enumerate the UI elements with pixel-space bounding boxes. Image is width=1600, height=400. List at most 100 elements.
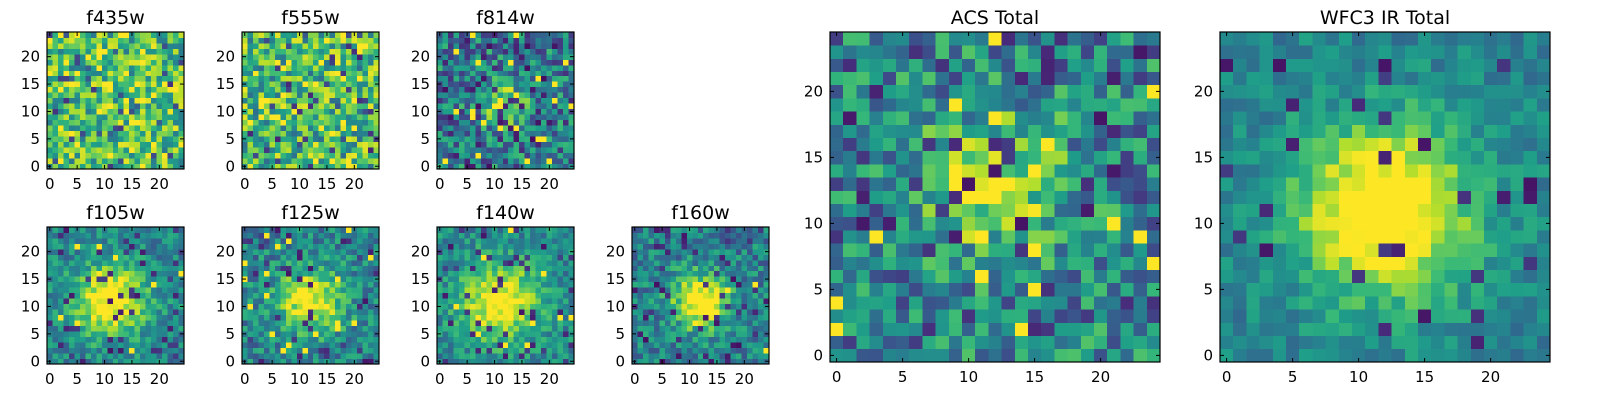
heatmap-cell (491, 237, 498, 244)
heatmap-cell (112, 158, 119, 164)
heatmap-cell (362, 298, 369, 305)
heatmap-cell (758, 248, 764, 255)
heatmap-cell (719, 270, 726, 277)
heatmap-cell (697, 314, 704, 321)
heatmap-cell (324, 303, 331, 310)
heatmap-cell (258, 259, 265, 266)
heatmap-cell (351, 147, 358, 153)
heatmap-cell (519, 141, 526, 148)
heatmap-cell (162, 303, 168, 310)
heatmap-cell (302, 136, 309, 142)
heatmap-cell (703, 342, 710, 348)
heatmap-cell (129, 147, 136, 153)
heatmap-cell (118, 227, 125, 233)
x-tick-label: 5 (72, 370, 82, 388)
heatmap-cell (335, 59, 342, 66)
heatmap-cell (541, 92, 547, 99)
heatmap-cell (747, 292, 753, 299)
heatmap-cell (632, 243, 638, 250)
heatmap-cell (85, 108, 92, 115)
heatmap-cell (296, 86, 303, 93)
heatmap-cell (464, 103, 471, 110)
heatmap-cell (140, 347, 147, 354)
heatmap-cell (318, 292, 325, 299)
heatmap-cell (469, 75, 476, 82)
heatmap-cell (681, 358, 688, 365)
heatmap-cell (329, 303, 336, 310)
heatmap-cell (324, 281, 331, 288)
heatmap-cell (453, 130, 460, 137)
heatmap-cell (274, 37, 281, 44)
heatmap-cell (313, 232, 320, 239)
heatmap-cell (340, 158, 347, 164)
heatmap-cell (79, 254, 86, 261)
heatmap-cell (513, 108, 520, 115)
heatmap-cell (508, 152, 515, 159)
heatmap-cell (74, 276, 81, 283)
heatmap-cell (118, 70, 125, 77)
heatmap-cell (247, 254, 254, 261)
heatmap-cell (351, 125, 358, 132)
heatmap-cell (670, 276, 677, 283)
heatmap-cell (242, 309, 248, 316)
heatmap-cell (664, 259, 671, 266)
heatmap-cell (346, 298, 352, 305)
heatmap-cell (681, 265, 688, 272)
heatmap-cell (664, 325, 671, 332)
heatmap-cell (697, 347, 704, 354)
heatmap-cell (101, 141, 108, 148)
heatmap-cell (307, 287, 314, 294)
heatmap-cell (563, 141, 569, 148)
heatmap-cell (502, 243, 509, 250)
heatmap-cell (480, 64, 487, 71)
heatmap-cell (90, 119, 97, 126)
heatmap-cell (134, 342, 141, 348)
heatmap-cell (464, 347, 471, 354)
heatmap-cell (362, 232, 369, 239)
heatmap-cell (469, 147, 476, 153)
heatmap-cell (703, 303, 710, 310)
heatmap-cell (57, 130, 64, 137)
heatmap-cell (178, 292, 185, 299)
heatmap-cell (458, 336, 465, 343)
heatmap-cell (178, 48, 185, 55)
heatmap-cell (280, 298, 287, 305)
heatmap-cell (491, 265, 498, 272)
heatmap-cell (101, 75, 108, 82)
heatmap-cell (107, 37, 114, 44)
heatmap-cell (508, 136, 515, 142)
heatmap-cell (719, 320, 726, 327)
heatmap-cell (843, 164, 857, 178)
heatmap-cell (1001, 256, 1016, 270)
heatmap-cell (96, 114, 103, 121)
heatmap-cell (269, 147, 276, 153)
heatmap-cell (502, 259, 509, 266)
heatmap-cell (47, 336, 53, 343)
heatmap-cell (63, 342, 70, 348)
heatmap-cell (1014, 177, 1029, 191)
heatmap-cell (741, 265, 748, 272)
heatmap-cell (557, 298, 564, 305)
heatmap-cell (63, 158, 70, 164)
heatmap-cell (263, 265, 270, 272)
heatmap-cell (922, 177, 936, 191)
heatmap-cell (502, 325, 509, 332)
heatmap-cell (362, 119, 369, 126)
heatmap-cell (351, 331, 358, 337)
heatmap-cell (107, 248, 114, 255)
heatmap-cell (302, 325, 309, 332)
heatmap-cell (274, 97, 281, 104)
heatmap-cell (530, 353, 537, 359)
heatmap-cell (285, 270, 292, 277)
heatmap-cell (736, 292, 742, 299)
heatmap-cell (247, 227, 254, 233)
heatmap-cell (156, 130, 163, 137)
heatmap-cell (447, 358, 454, 365)
heatmap-cell (758, 227, 764, 233)
heatmap-cell (90, 92, 97, 99)
heatmap-cell (475, 254, 482, 261)
heatmap-cell (763, 237, 770, 244)
heatmap-cell (453, 276, 460, 283)
heatmap-cell (162, 254, 168, 261)
heatmap-cell (362, 53, 369, 60)
